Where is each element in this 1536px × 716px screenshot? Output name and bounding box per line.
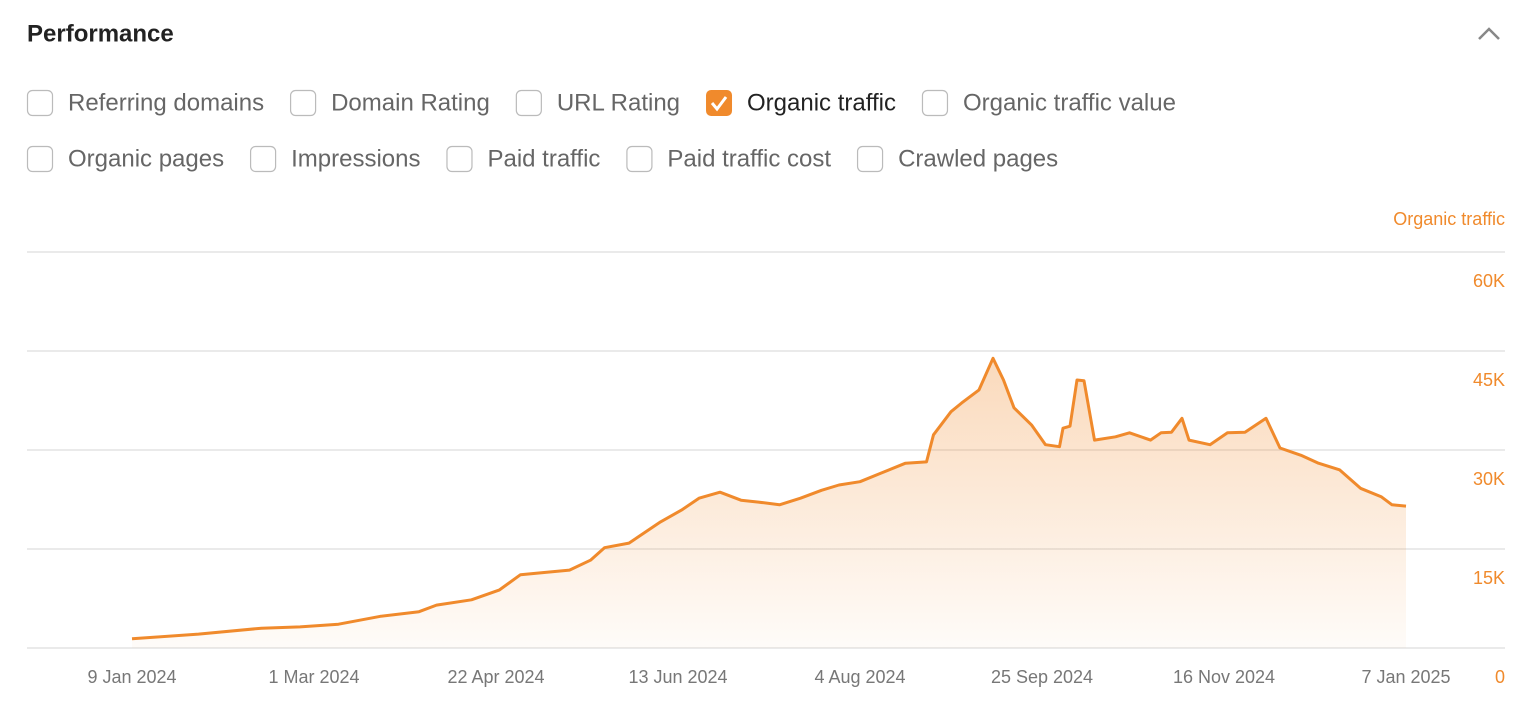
y-tick-label: 15K xyxy=(1473,568,1505,588)
checkbox-label[interactable]: Crawled pages xyxy=(898,145,1058,172)
y-tick-label: 60K xyxy=(1473,271,1505,291)
y-tick-label: 0 xyxy=(1495,667,1505,687)
x-tick-label: 16 Nov 2024 xyxy=(1173,667,1275,687)
checkbox-label[interactable]: Paid traffic xyxy=(487,145,600,172)
metric-toggle[interactable]: Referring domains xyxy=(26,89,265,117)
checkbox-label[interactable]: URL Rating xyxy=(557,89,680,116)
metric-toggle[interactable]: Organic traffic value xyxy=(921,89,1176,117)
collapse-chevron[interactable] xyxy=(1478,27,1500,40)
checkbox-label[interactable]: Organic traffic xyxy=(747,89,896,116)
metric-toggle[interactable]: URL Rating xyxy=(515,89,680,117)
x-tick-label: 25 Sep 2024 xyxy=(991,667,1093,687)
checkbox[interactable] xyxy=(289,89,317,117)
x-tick-label: 9 Jan 2024 xyxy=(87,667,176,687)
checkbox[interactable] xyxy=(856,145,884,173)
metric-toggle[interactable]: Paid traffic cost xyxy=(626,145,831,173)
metric-toggle[interactable]: Domain Rating xyxy=(289,89,490,117)
y-tick-label: 45K xyxy=(1473,370,1505,390)
y-axis-title: Organic traffic xyxy=(1393,209,1505,229)
metric-toggle[interactable]: Impressions xyxy=(249,145,421,173)
traffic-line xyxy=(131,356,1407,641)
checkbox[interactable] xyxy=(515,89,542,117)
checkbox-label[interactable]: Referring domains xyxy=(68,89,264,116)
checkbox[interactable] xyxy=(921,89,949,117)
checkbox-label[interactable]: Organic pages xyxy=(68,145,224,172)
panel-title: Performance xyxy=(27,20,174,47)
x-tick-label: 13 Jun 2024 xyxy=(628,667,727,687)
metric-toggle[interactable]: Organic traffic xyxy=(706,89,896,116)
checkbox[interactable] xyxy=(249,145,277,173)
metric-toggle[interactable]: Crawled pages xyxy=(856,145,1059,173)
chart: Organic traffic 0 15K 30K 45K 60K 9 Jan 2024 1 … xyxy=(27,209,1505,687)
x-tick-label: 22 Apr 2024 xyxy=(447,667,544,687)
y-tick-label: 30K xyxy=(1473,469,1505,489)
metric-toggle[interactable]: Paid traffic xyxy=(446,145,600,173)
checkbox-label[interactable]: Paid traffic cost xyxy=(667,145,831,172)
checkmark xyxy=(710,96,728,112)
x-tick-label: 7 Jan 2025 xyxy=(1361,667,1450,687)
x-tick-label: 1 Mar 2024 xyxy=(268,667,359,687)
x-tick-label: 4 Aug 2024 xyxy=(814,667,905,687)
area-fill xyxy=(132,358,1406,648)
checkbox-label[interactable]: Organic traffic value xyxy=(963,89,1176,116)
checkbox[interactable] xyxy=(706,90,733,116)
checkbox[interactable] xyxy=(26,89,54,117)
checkbox[interactable] xyxy=(26,145,54,173)
checkbox[interactable] xyxy=(446,145,473,173)
checkbox-label[interactable]: Impressions xyxy=(291,145,420,172)
checkbox[interactable] xyxy=(626,145,653,173)
metric-toggle[interactable]: Organic pages xyxy=(26,145,225,173)
checkbox-label[interactable]: Domain Rating xyxy=(331,89,490,116)
